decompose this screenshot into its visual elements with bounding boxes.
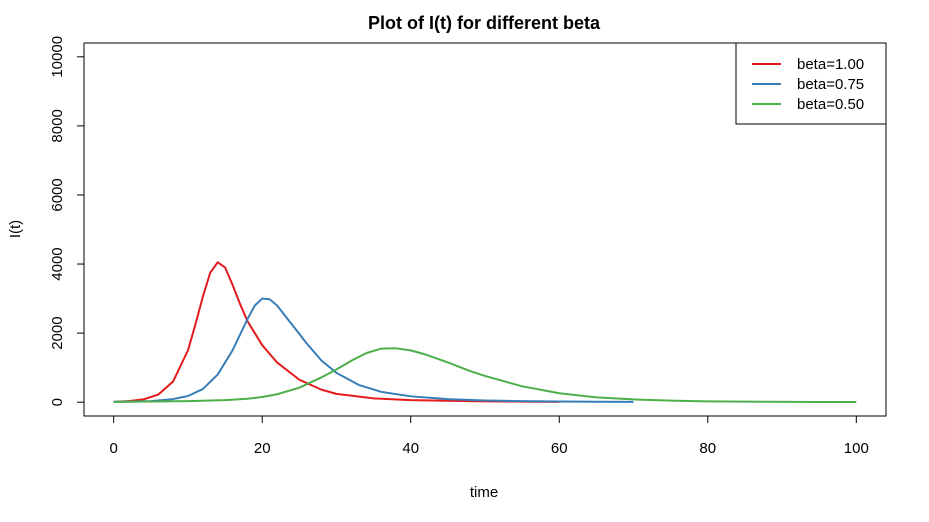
legend-label: beta=0.50 [797,96,864,113]
chart-title: Plot of I(t) for different beta [368,13,601,33]
series-lines [113,261,857,404]
legend: beta=1.00 beta=0.75 beta=0.50 [735,42,887,125]
x-tick-label: 80 [699,440,716,457]
x-axis-label: time [470,484,498,501]
y-tick-label: 8000 [49,109,66,142]
legend-label: beta=1.00 [797,56,864,73]
y-tick-label: 0 [49,398,66,406]
x-tick-label: 60 [551,440,568,457]
y-tick-label: 10000 [49,36,66,78]
series-line-2 [113,297,634,403]
x-axis: 0 20 40 60 80 100 [110,415,869,457]
y-tick-label: 2000 [49,316,66,349]
x-tick-label: 20 [254,440,271,457]
series-line-3 [113,347,857,404]
x-tick-label: 0 [110,440,118,457]
y-axis: 0 2000 4000 6000 8000 10000 [49,36,85,406]
x-tick-label: 40 [402,440,419,457]
y-tick-label: 4000 [49,247,66,280]
y-tick-label: 6000 [49,178,66,211]
x-tick-label: 100 [844,440,869,457]
y-axis-label: I(t) [7,220,24,238]
legend-label: beta=0.75 [797,76,864,93]
series-line-1 [113,261,560,403]
